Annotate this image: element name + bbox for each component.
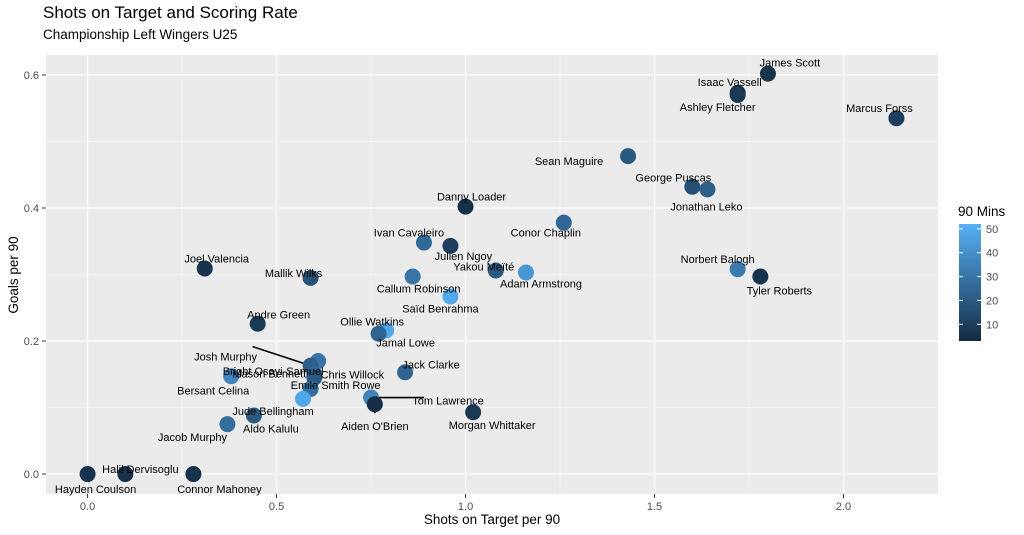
x-axis-ticks: 0.0 0.5 1.0 1.5 2.0 xyxy=(80,494,851,513)
legend-tick-label: 50 xyxy=(986,224,998,236)
x-tick-label: 0.0 xyxy=(80,501,95,513)
grid-major xyxy=(46,55,938,494)
point-label-danny-loader: Danny Loader xyxy=(437,192,506,204)
point-label-mallik-wilks: Mallik Wilks xyxy=(265,268,323,280)
point-label-norbert-balogh: Norbert Balogh xyxy=(681,254,755,266)
point-label-isaac-vassell: Isaac Vassell xyxy=(698,77,762,89)
legend-tick-label: 20 xyxy=(986,295,998,307)
point-label-tyler-roberts: Tyler Roberts xyxy=(747,285,813,297)
point-label-aiden-o-brien: Aiden O'Brien xyxy=(341,421,409,433)
y-axis-ticks: 0.0 0.2 0.4 0.6 xyxy=(24,70,46,481)
legend-tick-label: 40 xyxy=(986,248,998,260)
point-mallik-wilks xyxy=(302,269,319,286)
point-label-aldo-kalulu: Aldo Kalulu xyxy=(243,424,299,436)
point-james-scott xyxy=(759,65,776,82)
point-label-sa-d-benrahma: Saïd Benrahma xyxy=(402,303,479,315)
legend-title: 90 Mins xyxy=(958,204,1006,219)
point-label-sean-maguire: Sean Maguire xyxy=(535,156,604,168)
x-tick-label: 1.5 xyxy=(647,501,662,513)
legend-tick-label: 10 xyxy=(986,319,998,331)
point-jacob-murphy xyxy=(219,416,236,433)
point-label-marcus-forss: Marcus Forss xyxy=(846,103,913,115)
point-joel-valencia xyxy=(196,260,213,277)
point-julien-ngoy xyxy=(442,237,459,254)
y-tick-label: 0.0 xyxy=(24,469,39,481)
point-label-bersant-celina: Bersant Celina xyxy=(177,385,250,397)
color-legend: 90 Mins 10 20 30 40 50 xyxy=(958,204,1006,341)
point-labels: James Scott Isaac Vassell Ashley Fletcher M… xyxy=(55,58,913,496)
point-connor-mahoney xyxy=(185,466,202,483)
point-aiden-o-brien xyxy=(366,396,383,413)
x-tick-label: 2.0 xyxy=(836,501,851,513)
legend-tick-label: 30 xyxy=(986,272,998,284)
point-label-adam-armstrong: Adam Armstrong xyxy=(500,279,582,291)
point-label-josh-murphy: Josh Murphy xyxy=(194,352,257,364)
point-george-puscas xyxy=(684,178,701,195)
point-label-conor-chaplin: Conor Chaplin xyxy=(511,228,581,240)
point-label-callum-robinson: Callum Robinson xyxy=(377,283,461,295)
point-aldo-kalulu xyxy=(245,407,262,424)
point-jack-clarke xyxy=(397,364,414,381)
point-andre-green xyxy=(249,315,266,332)
point-label-emile-smith-rowe: Emile Smith Rowe xyxy=(291,380,381,392)
point-label-george-puscas: George Puscas xyxy=(635,173,711,185)
point-label-julien-ngoy: Julien Ngoy xyxy=(435,251,493,263)
point-danny-loader xyxy=(457,198,474,215)
point-label-yakou-me-t-: Yakou Meïté xyxy=(453,262,514,274)
point-jonathan-leko xyxy=(699,181,716,198)
point-ivan-cavaleiro xyxy=(415,234,432,251)
point-yakou-me-t- xyxy=(487,262,504,279)
point-sa-d-benrahma xyxy=(442,288,459,305)
point-label-hayden-coulson: Hayden Coulson xyxy=(55,484,136,496)
point-label-mason-bennett: Mason Bennett xyxy=(232,369,306,381)
point-halil-dervisoglu xyxy=(117,466,134,483)
point-morgan-whittaker xyxy=(465,404,482,421)
point-label-tom-lawrence: Tom Lawrence xyxy=(412,396,484,408)
point-label-jack-clarke: Jack Clarke xyxy=(402,359,459,371)
point-tyler-roberts xyxy=(752,268,769,285)
legend-colorbar xyxy=(959,224,981,341)
y-axis-title: Goals per 90 xyxy=(6,236,21,313)
y-tick-label: 0.4 xyxy=(24,203,39,215)
chart-subtitle: Championship Left Wingers U25 xyxy=(43,27,238,42)
point-label-morgan-whittaker: Morgan Whittaker xyxy=(449,420,536,432)
point-label-ivan-cavaleiro: Ivan Cavaleiro xyxy=(374,228,444,240)
point-label-ollie-watkins: Ollie Watkins xyxy=(340,316,404,328)
point-label-connor-mahoney: Connor Mahoney xyxy=(177,484,262,496)
point-label-chris-willock: Chris Willock xyxy=(321,369,385,381)
point-label-jude-bellingham: Jude Bellingham xyxy=(232,406,313,418)
legend-ticks: 10 20 30 40 50 xyxy=(959,224,998,331)
point-marcus-forss xyxy=(888,110,905,127)
leader-line-josh-murphy xyxy=(252,345,311,367)
point-bersant-celina xyxy=(223,368,240,385)
point-label-jonathan-leko: Jonathan Leko xyxy=(670,201,742,213)
point-label-ashley-fletcher: Ashley Fletcher xyxy=(680,102,756,114)
x-tick-label: 1.0 xyxy=(458,501,473,513)
point-label-joel-valencia: Joel Valencia xyxy=(184,254,249,266)
point-label-james-scott: James Scott xyxy=(760,58,821,70)
point-callum-robinson xyxy=(404,268,421,285)
chart-title: Shots on Target and Scoring Rate xyxy=(43,3,298,22)
x-tick-label: 0.5 xyxy=(269,501,284,513)
point-label-bright-osayi-samuel: Bright Osayi-Samuel xyxy=(223,366,324,378)
y-tick-label: 0.2 xyxy=(24,336,39,348)
point-ashley-fletcher xyxy=(729,86,746,103)
data-points xyxy=(79,65,905,483)
point-jude-bellingham xyxy=(295,390,312,407)
point-label-jamal-lowe: Jamal Lowe xyxy=(376,338,435,350)
point-adam-armstrong xyxy=(518,264,535,281)
point-hayden-coulson xyxy=(79,466,96,483)
point-sean-maguire xyxy=(620,148,637,165)
x-axis-title: Shots on Target per 90 xyxy=(424,512,560,527)
point-label-andre-green: Andre Green xyxy=(247,310,310,322)
point-label-jacob-murphy: Jacob Murphy xyxy=(158,432,228,444)
point-jamal-lowe xyxy=(370,325,387,342)
point-conor-chaplin xyxy=(555,214,572,231)
point-label-halil-dervisoglu: Halil Dervisoglu xyxy=(102,464,178,476)
y-tick-label: 0.6 xyxy=(24,70,39,82)
point-norbert-balogh xyxy=(729,261,746,278)
